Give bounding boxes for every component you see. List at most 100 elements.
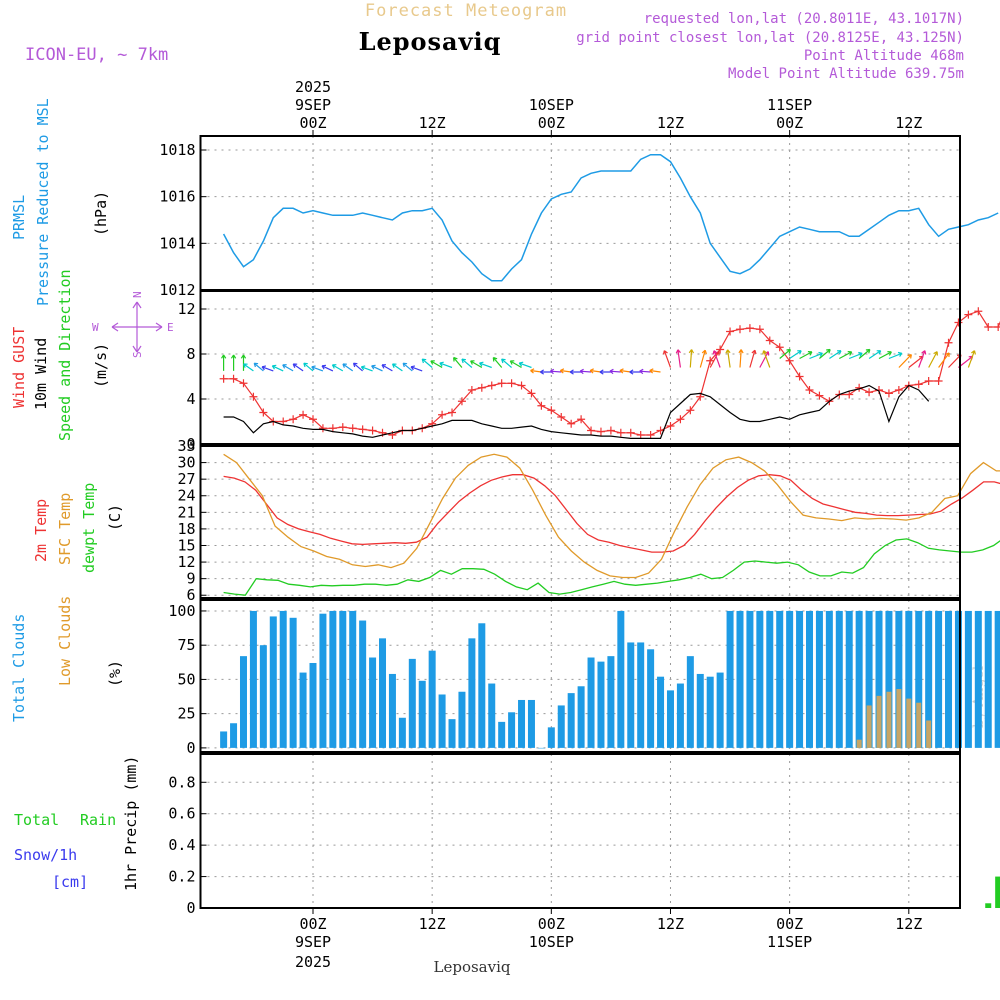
gust-marker [318, 424, 327, 433]
bottom-date-label: 10SEP [529, 933, 574, 951]
wind-direction-arrow [501, 358, 512, 368]
wind-direction-arrow [243, 363, 254, 372]
gust-marker [686, 406, 695, 415]
wind-labels: Wind GUST 10m Wind Speed and Direction (… [10, 269, 174, 441]
wind-direction-arrow [453, 356, 463, 368]
location-title: Leposaviq [359, 27, 502, 56]
total-cloud-bar [458, 691, 466, 748]
wind-direction-arrow [530, 368, 542, 374]
low-cloud-bar [886, 691, 892, 748]
total-cloud-bar [329, 610, 337, 748]
total-cloud-bar [945, 610, 953, 748]
total-cloud-bar [756, 610, 764, 748]
y-tick-label: 4 [186, 390, 195, 408]
wind10-line [223, 384, 930, 439]
wind-direction-arrow [439, 361, 453, 369]
wind-direction-arrow [461, 358, 473, 368]
y-tick-label: 18 [177, 520, 195, 538]
y-tick-label: 12 [177, 300, 195, 318]
total-cloud-bar [349, 610, 357, 748]
wind-direction-arrow [809, 351, 823, 360]
wind-direction-arrow [579, 368, 592, 375]
wind-direction-arrow [888, 351, 903, 360]
gust-marker [765, 336, 774, 345]
gust-label: Wind GUST [10, 327, 28, 408]
total-cloud-bar [309, 662, 317, 748]
y-tick-label: 25 [177, 705, 195, 723]
wind-direction-arrow [639, 368, 651, 375]
top-date-label: 9SEP [295, 96, 331, 114]
point-altitude: Point Altitude 468m [804, 48, 964, 64]
total-cloud-bar [706, 676, 714, 748]
gust-marker [229, 374, 238, 383]
model-label: ICON-EU, ~ 7km [25, 45, 168, 65]
sfc-temp-line [223, 453, 1000, 579]
wind-direction-arrow [868, 350, 882, 359]
panel-frame [199, 599, 961, 753]
precip-labels: Total Rain Snow/1h [cm] 1hr Precip (mm) [14, 756, 140, 891]
total-cloud-bar [527, 699, 535, 748]
speed-dir-label: Speed and Direction [56, 269, 74, 441]
low-clouds-label: Low Clouds [56, 596, 74, 686]
total-cloud-bar [746, 610, 754, 748]
gust-marker [497, 379, 506, 388]
gust-marker [994, 323, 1000, 331]
total-cloud-bar [269, 616, 277, 748]
model-altitude: Model Point Altitude 639.75m [728, 66, 964, 82]
total-cloud-bar [428, 650, 436, 748]
y-tick-label: 1012 [159, 281, 195, 299]
total-cloud-bar [657, 676, 665, 748]
total-cloud-bar [398, 717, 406, 748]
wind-direction-arrow [371, 364, 383, 372]
wind-direction-arrow [738, 349, 744, 368]
y-tick-label: 8 [186, 345, 195, 363]
wind-direction-arrow [479, 361, 492, 369]
gust-marker [805, 386, 814, 394]
gust-marker [845, 390, 854, 399]
wind-direction-arrow [430, 360, 443, 369]
total-cloud-bar [736, 610, 744, 748]
bottom-date-label: 9SEP [295, 933, 331, 951]
gust-marker [299, 410, 308, 419]
wind-direction-arrow [421, 358, 433, 368]
gust-marker [606, 426, 615, 435]
y-tick-label: 33 [177, 437, 195, 455]
gust-marker [964, 310, 973, 319]
total-cloud-bar [994, 610, 1000, 748]
wind-direction-arrow [878, 351, 892, 360]
wind-direction-arrow [779, 348, 791, 359]
total-cloud-bar [518, 699, 526, 748]
total-cloud-bar [498, 721, 506, 748]
bottom-date-label: 11SEP [767, 933, 812, 951]
gust-marker [974, 307, 983, 316]
gust-marker [706, 356, 715, 365]
wind-direction-arrow [271, 364, 284, 372]
wind-direction-arrow [292, 363, 304, 372]
compass-e: E [167, 321, 174, 334]
gust-marker [438, 410, 447, 419]
gust-marker [487, 381, 496, 390]
total-cloud-bar [855, 610, 863, 748]
rain-bar [985, 903, 992, 908]
wind-direction-arrow [629, 369, 641, 375]
total-cloud-bar [617, 610, 625, 748]
panel-frame [199, 445, 961, 599]
bottom-hour-label: 00Z [538, 915, 565, 933]
wind-direction-arrow [699, 349, 707, 368]
bottom-hour-label: 00Z [299, 915, 326, 933]
total-cloud-bar [299, 672, 307, 748]
top-date-label: 11SEP [767, 96, 812, 114]
top-hour-label: 00Z [538, 114, 565, 132]
total-cloud-bar [577, 686, 585, 748]
total-cloud-bar [845, 610, 853, 748]
wind-direction-arrow [470, 360, 483, 369]
wind-direction-arrow [649, 368, 661, 374]
low-cloud-bar [856, 739, 862, 748]
wind-direction-arrow [675, 349, 681, 368]
cloud-labels: Total Clouds Low Clouds (%) [10, 596, 124, 722]
y-tick-label: 1014 [159, 234, 195, 252]
wind-direction-arrow [253, 362, 264, 372]
gust-marker [884, 389, 893, 398]
total-cloud-bar [508, 712, 516, 748]
